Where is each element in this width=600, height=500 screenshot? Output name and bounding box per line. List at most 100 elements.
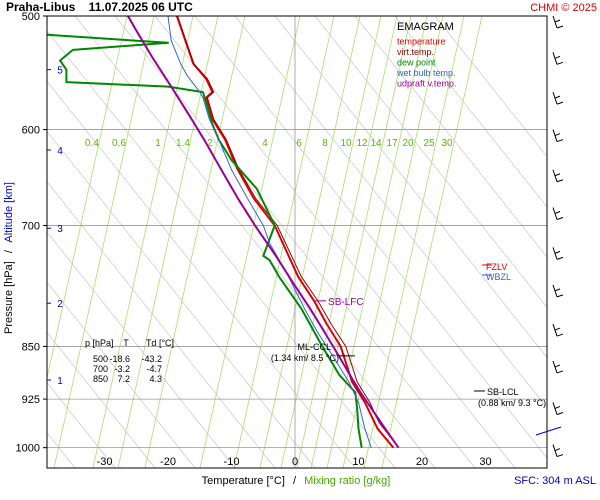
isotherm-line	[47, 231, 236, 468]
station-title: Praha-Libus 11.07.2025 06 UTC	[6, 0, 193, 14]
wind-barb-flag	[554, 133, 561, 137]
temperature-tick-label: 20	[416, 456, 428, 468]
wind-barb-flag	[554, 19, 561, 23]
x-axis-title-temperature: Temperature [°C]	[202, 475, 285, 487]
legend-title: EMAGRAM	[397, 21, 454, 33]
mixing-ratio-line	[53, 16, 155, 468]
wind-barb-flag	[556, 370, 564, 374]
wind-barb	[552, 284, 564, 298]
wbzl-label: WBZL	[486, 272, 511, 282]
isotherm-line	[47, 281, 196, 468]
pressure-tick-label: 500	[22, 11, 40, 23]
wind-barb-flag	[556, 217, 564, 220]
mixing-ratio-line	[144, 16, 246, 468]
wind-barb-flag	[556, 101, 564, 105]
y-axis-title-separator: /	[3, 249, 15, 253]
wind-barb-flag	[554, 250, 561, 254]
surface-wind-barb	[535, 426, 562, 436]
table-cell: -43.2	[141, 354, 162, 364]
wind-barb-flag	[554, 211, 561, 214]
pressure-tick-label: 700	[22, 221, 40, 233]
wind-barb-flag	[556, 294, 564, 298]
pressure-tick-label: 1000	[16, 443, 40, 455]
temperature-tick-label: 10	[352, 456, 364, 468]
mixing-ratio-line	[233, 16, 335, 468]
x-axis-title-mixing: Mixing ratio [g/kg]	[304, 475, 390, 487]
sb-lcl-detail: (0.88 km/ 9.3 °C)	[478, 398, 546, 408]
wind-barb-flag	[556, 179, 564, 183]
ml-ccl-label: ML-CCL	[297, 342, 331, 352]
series-udpraft-v-temp-line	[127, 16, 400, 449]
table-cell: 500	[93, 354, 108, 364]
fzlv-label: FZLV	[486, 262, 507, 272]
wind-barb	[552, 52, 564, 65]
wind-barb-flag	[554, 364, 561, 368]
mixing-ratio-labels: 0.4 0.6 1 1.4 2 4 6 8 10 12 14 17 20 25 30	[85, 138, 453, 149]
wind-barb-flag	[556, 139, 564, 143]
wind-barb	[552, 15, 564, 29]
wind-barb-flag	[556, 61, 564, 65]
wind-barb	[552, 91, 564, 105]
wind-barb-flag	[554, 55, 561, 59]
surface-elevation-label: SFC: 304 m ASL	[514, 475, 596, 487]
temperature-tick-label: -30	[97, 456, 113, 468]
mixing-ratio-line	[92, 16, 194, 468]
wind-barb	[552, 207, 564, 220]
series-wet-bulb-temp-line	[167, 16, 372, 448]
legend-item: udpraft v.temp.	[397, 79, 456, 89]
isotherm-line	[274, 16, 547, 359]
temperature-tick-label: -10	[224, 456, 240, 468]
isotherm-line	[47, 130, 316, 468]
mixing-ratio-label: 12	[356, 138, 368, 149]
pressure-tick-label: 850	[22, 341, 40, 353]
series-dew-pointline	[47, 33, 363, 448]
wind-barb	[552, 444, 564, 458]
altitude-tick-label: 1	[57, 376, 63, 387]
mixing-ratio-line	[47, 16, 128, 380]
isotherm-line	[47, 181, 276, 468]
mixing-ratio-line	[326, 16, 428, 468]
table-cell: -3.2	[114, 364, 130, 374]
isotherm-line	[47, 30, 396, 468]
wind-barb	[552, 323, 564, 337]
wind-barb-flag	[556, 256, 564, 260]
mixing-ratio-label: 0.4	[85, 138, 99, 149]
wind-barb	[552, 169, 564, 183]
wind-barb-shaft	[552, 247, 558, 260]
series-virt-temp-line	[177, 16, 399, 449]
plot-frame	[46, 15, 548, 469]
pressure-grid	[47, 16, 547, 468]
wind-barb-flag	[556, 411, 564, 415]
wind-barb-flag	[554, 448, 561, 452]
mixing-ratio-label: 6	[296, 138, 302, 149]
table-cell: -4.7	[146, 364, 162, 374]
sb-lcl-label: SB-LCL	[487, 387, 519, 397]
plot-area	[47, 16, 547, 468]
mixing-ratio-line	[199, 16, 301, 468]
x-axis-title-separator: /	[293, 475, 297, 487]
mixing-ratio-label: 2	[207, 138, 213, 149]
wind-barb-flag	[554, 327, 561, 331]
wind-barb	[552, 129, 564, 143]
pressure-tick-label: 600	[22, 125, 40, 137]
pressure-tick-label: 925	[22, 394, 40, 406]
mixing-ratio-label: 1	[155, 138, 161, 149]
wind-barb-flag	[556, 454, 564, 458]
table-cell: 850	[93, 374, 108, 384]
mixing-ratio-line	[259, 16, 361, 468]
wind-barb-flag	[554, 288, 561, 292]
mixing-ratio-label: 1.4	[176, 138, 190, 149]
mixing-ratio-label: 0.6	[112, 138, 126, 149]
table-header: Td [°C]	[146, 338, 174, 348]
skewed-isotherms	[47, 16, 547, 468]
sb-lfc-label: SB-LFC	[328, 297, 364, 308]
mixing-ratio-label: 30	[441, 138, 453, 149]
x-axis-title: Temperature [°C] / Mixing ratio [g/kg]	[202, 475, 391, 487]
wind-barb	[552, 247, 564, 260]
mixing-ratio-label: 17	[386, 138, 398, 149]
wind-barb-flag	[556, 333, 564, 337]
isotherm-line	[354, 16, 547, 258]
y-axis-title-altitude: Altitude [km]	[3, 182, 15, 243]
